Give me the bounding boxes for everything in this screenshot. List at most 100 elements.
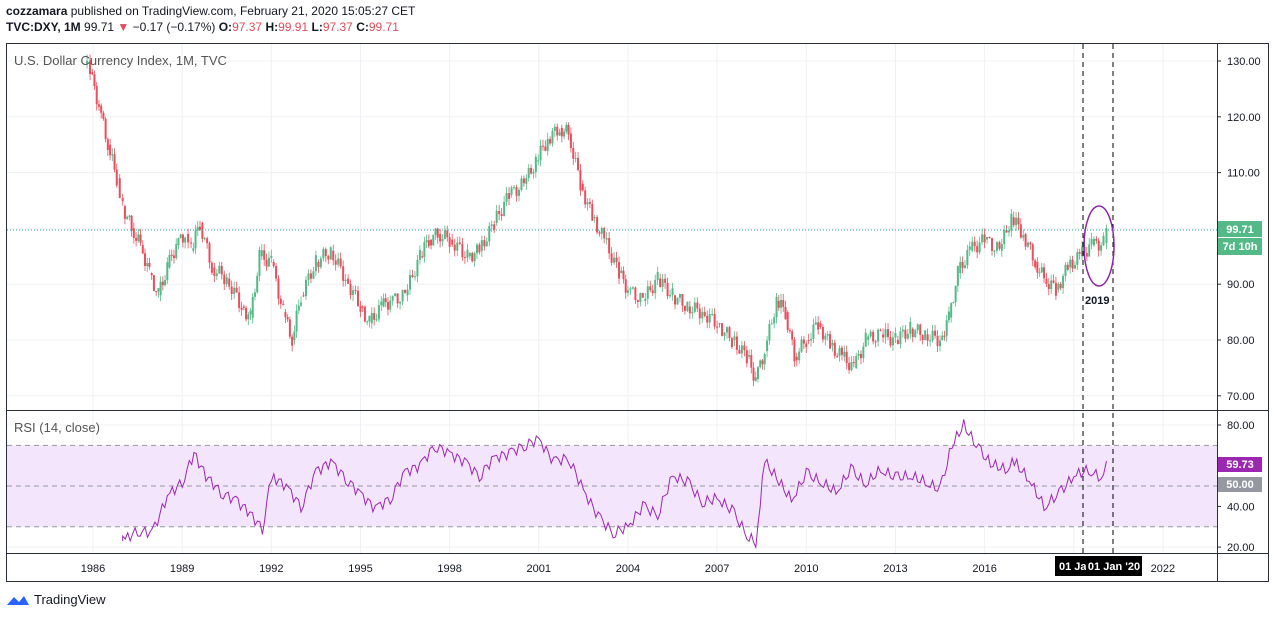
symbol-label: TVC:DXY, 1M [6, 20, 81, 34]
candle-body [247, 314, 250, 320]
candle-body [458, 242, 461, 244]
candle-body [256, 275, 259, 293]
candle-body [439, 233, 442, 242]
high-value: 99.91 [278, 20, 309, 34]
candle-body [144, 253, 147, 267]
candle-body [411, 275, 414, 277]
candle-body [293, 331, 296, 340]
candle-body [1062, 275, 1065, 289]
candle-body [831, 342, 834, 346]
candle-body [733, 336, 736, 340]
candle-body [1026, 242, 1029, 247]
candle-body [934, 330, 937, 336]
highlight-ellipse[interactable] [1083, 205, 1115, 287]
rsi-mid-label: 50.00 [1226, 479, 1254, 491]
candle-body [869, 331, 872, 337]
candle-body [389, 300, 392, 310]
candle-body [605, 238, 608, 240]
price-tick-label: 70.00 [1227, 391, 1255, 403]
candle-body [850, 362, 853, 371]
candles [86, 54, 1108, 387]
candle-body [375, 319, 378, 321]
candle-body [238, 292, 241, 308]
candle-body [730, 338, 733, 348]
candle-body [798, 351, 801, 361]
candle-body [896, 340, 899, 345]
candle-body [824, 335, 827, 340]
candle-body [973, 241, 976, 247]
candle-body [978, 242, 981, 253]
candle-body [404, 289, 407, 293]
candle-body [192, 248, 195, 251]
candle-body [891, 337, 894, 346]
candle-body [676, 297, 679, 305]
candle-body [565, 124, 568, 132]
candle-body [1040, 267, 1043, 273]
publisher-name[interactable]: cozzamara [6, 4, 68, 18]
candle-body [954, 285, 957, 303]
annotation-2019[interactable]: 2019 [1085, 295, 1109, 307]
candle-body [681, 293, 684, 306]
candle-body [750, 355, 753, 368]
candle-body [826, 334, 829, 336]
candle-body [396, 293, 399, 304]
candle-body [855, 356, 858, 368]
candle-body [1007, 230, 1010, 233]
candle-body [857, 353, 860, 357]
candle-body [968, 246, 971, 250]
candle-body [121, 198, 124, 202]
candle-body [608, 238, 611, 254]
candle-body [284, 312, 287, 318]
time-tick-label: 2004 [616, 563, 640, 575]
candle-body [270, 255, 273, 258]
candle-body [656, 272, 659, 281]
candle-body [845, 351, 848, 364]
candle-body [551, 130, 554, 144]
candle-body [761, 360, 764, 365]
candle-body [577, 157, 580, 171]
candle-body [674, 295, 677, 305]
candle-body [786, 312, 789, 331]
candle-body [696, 302, 699, 309]
candle-body [1034, 260, 1037, 268]
candle-body [126, 216, 129, 219]
candle-body [490, 224, 493, 227]
crosshair-time-tag-1 [1055, 556, 1087, 576]
candle-body [836, 355, 839, 357]
candle-body [111, 154, 114, 156]
candle-body [745, 350, 748, 364]
candle-body [726, 327, 729, 333]
candle-body [784, 306, 787, 320]
candle-body [698, 308, 701, 319]
candle-body [945, 320, 948, 336]
candle-body [322, 249, 325, 259]
rsi-tick-label: 80.00 [1227, 420, 1255, 432]
candle-body [916, 324, 919, 331]
candle-body [664, 278, 667, 283]
candle-body [334, 260, 337, 265]
candle-body [752, 367, 755, 381]
candle-body [170, 254, 173, 256]
candle-body [586, 202, 589, 205]
candle-body [877, 329, 880, 342]
candle-body [588, 202, 591, 204]
candle-body [230, 286, 233, 294]
candle-body [1073, 264, 1076, 269]
candle-body [644, 298, 647, 301]
brand-name[interactable]: TradingView [34, 592, 106, 607]
open-label: O: [218, 20, 233, 34]
candle-body [1005, 230, 1008, 233]
candle-body [352, 290, 355, 296]
candle-body [515, 187, 518, 196]
candle-body [829, 334, 832, 349]
candle-body [686, 301, 689, 311]
candle-body [263, 250, 266, 260]
candle-body [130, 215, 133, 231]
candle-body [791, 331, 794, 340]
candle-body [297, 305, 300, 311]
candle-body [427, 240, 430, 247]
time-axis[interactable]: 1986 1989 1992 1995 1998 2001 2004 2007 2010 2013… [81, 563, 1175, 575]
candle-body [1081, 246, 1084, 257]
